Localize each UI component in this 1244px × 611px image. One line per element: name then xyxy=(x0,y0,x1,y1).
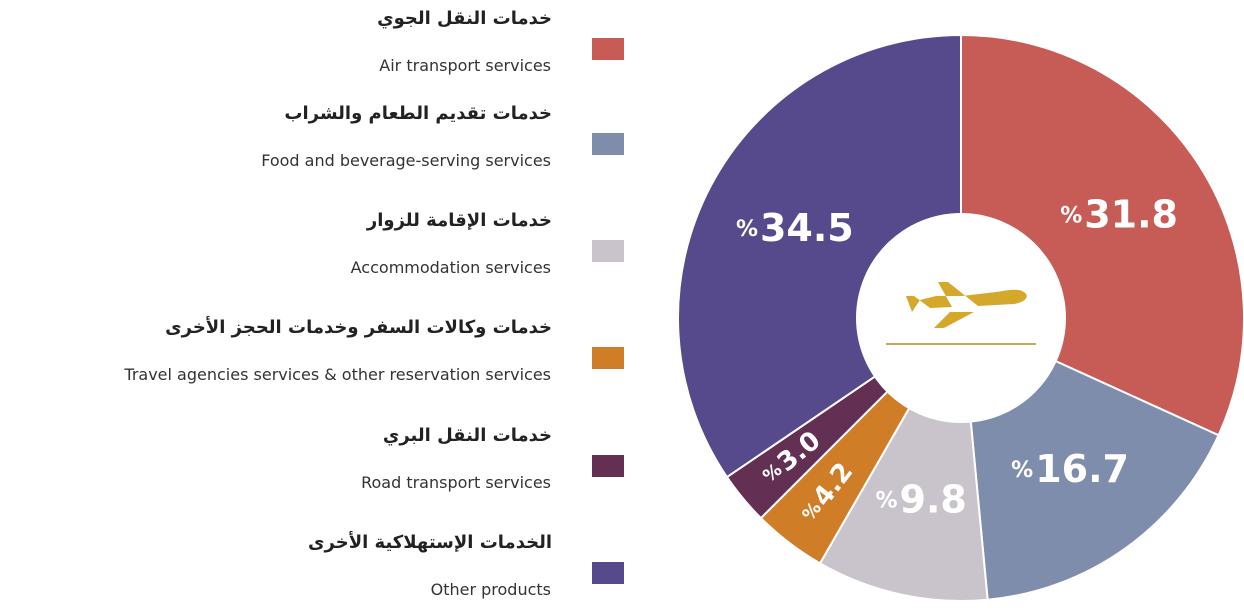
legend-label: Accommodation services xyxy=(350,258,551,277)
legend-swatch xyxy=(592,38,624,60)
legend-label-arabic: خدمات النقل البري xyxy=(382,425,552,446)
value-number: 16.7 xyxy=(1035,447,1129,491)
value-label: %34.5 xyxy=(736,206,854,250)
airplane-icon xyxy=(906,282,1027,328)
value-number: 34.5 xyxy=(760,206,854,250)
legend-label-arabic: خدمات النقل الجوي xyxy=(377,8,552,29)
legend-label-arabic: خدمات وكالات السفر وخدمات الحجز الأخرى xyxy=(165,317,552,338)
legend-label: Other products xyxy=(430,580,551,599)
legend-label: Road transport services xyxy=(361,473,551,492)
legend-swatch xyxy=(592,240,624,262)
legend-label: Food and beverage-serving services xyxy=(261,151,551,170)
value-number: 31.8 xyxy=(1084,192,1178,236)
legend-swatch xyxy=(592,347,624,369)
value-number: 9.8 xyxy=(900,477,967,521)
legend-label-arabic: خدمات الإقامة للزوار xyxy=(366,210,552,231)
value-suffix: % xyxy=(736,217,758,242)
value-suffix: % xyxy=(1011,458,1033,483)
legend-label-arabic: الخدمات الإستهلاكية الأخرى xyxy=(308,532,552,553)
legend-swatch xyxy=(592,455,624,477)
slice xyxy=(677,33,962,479)
value-suffix: % xyxy=(875,489,897,514)
value-suffix: % xyxy=(1060,203,1082,228)
legend-label: Travel agencies services & other reserva… xyxy=(124,365,551,384)
value-label: %31.8 xyxy=(1060,192,1178,236)
legend-label: Air transport services xyxy=(379,56,551,75)
legend-label-arabic: خدمات تقديم الطعام والشراب xyxy=(284,103,552,124)
legend-swatch xyxy=(592,133,624,155)
legend-swatch xyxy=(592,562,624,584)
value-label: %16.7 xyxy=(1011,447,1129,491)
value-label: %9.8 xyxy=(875,477,966,521)
